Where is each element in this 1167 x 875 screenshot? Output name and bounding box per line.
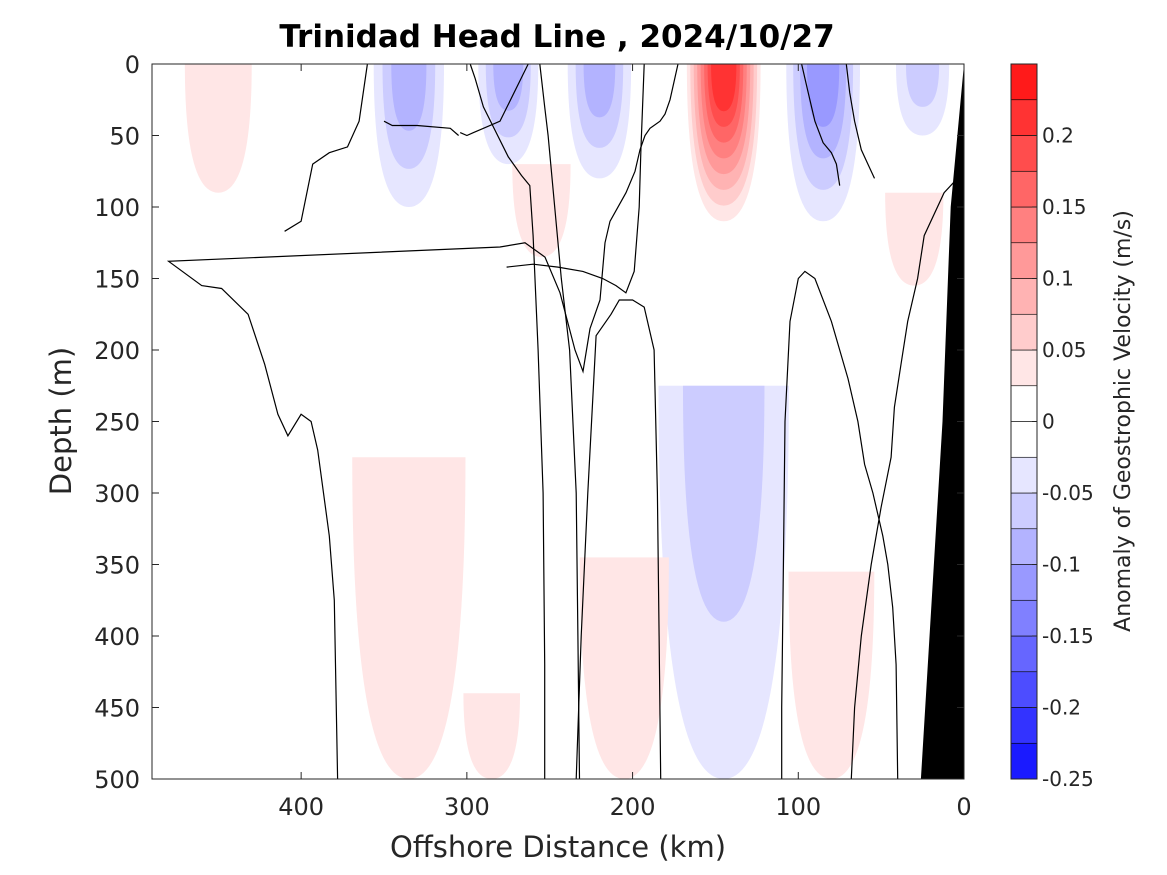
- zero-contour-11: [845, 63, 876, 179]
- colorbar: -0.25 -0.2 -0.15 -0.1 -0.05 0 0.05 0.1 0.15 0.2: [1010, 63, 1094, 791]
- y-tick-label: 500: [94, 766, 140, 794]
- y-tick-label: 200: [94, 337, 140, 365]
- colorbar-tick-label: -0.2: [1042, 696, 1081, 720]
- colorbar-tick-label: -0.1: [1042, 553, 1081, 577]
- colorbar-tick-label: -0.05: [1042, 481, 1094, 505]
- y-tick-label: 100: [94, 194, 140, 222]
- chart-title: Trinidad Head Line , 2024/10/27: [279, 19, 834, 55]
- colorbar-cell: [1010, 170, 1038, 208]
- colorbar-cell: [1010, 278, 1038, 315]
- x-tick-label: 200: [610, 793, 656, 821]
- colorbar-tick-label: -0.25: [1042, 767, 1094, 791]
- y-axis-label: Depth (m): [44, 347, 78, 495]
- colorbar-cell: [1010, 492, 1038, 530]
- colorbar-cell: [1010, 564, 1038, 601]
- anomaly-patch-13-level-0: [885, 192, 944, 286]
- x-axis-ticks: 400 300 200 100 0: [278, 64, 972, 821]
- colorbar-tick-label: 0.05: [1042, 338, 1087, 362]
- anomaly-patch-0-level-7: [711, 64, 737, 112]
- colorbar-label: Anomaly of Geostrophic Velocity (m/s): [1111, 210, 1136, 632]
- colorbar-tick-label: 0.15: [1042, 195, 1087, 219]
- colorbar-tick-label: 0.1: [1042, 267, 1074, 291]
- colorbar-cell: [1010, 599, 1038, 637]
- zero-contour-9: [850, 170, 965, 780]
- x-tick-label: 100: [775, 793, 821, 821]
- colorbar-tick-label: -0.15: [1042, 624, 1094, 648]
- colorbar-cell: [1010, 671, 1038, 708]
- anomaly-patch-3-level-2: [583, 64, 616, 118]
- anomaly-patch-1-level-2: [391, 64, 427, 131]
- y-axis-ticks: 0 50 100 150 200 250 300 350 400 450 500: [94, 51, 964, 794]
- colorbar-cell: [1010, 99, 1038, 136]
- anomaly-patch-6-level-1: [682, 385, 765, 622]
- anomaly-patch-5-level-1: [905, 64, 940, 107]
- y-tick-label: 0: [125, 51, 140, 79]
- colorbar-cell: [1010, 421, 1038, 458]
- colorbar-cell: [1010, 707, 1038, 744]
- colorbar-cell: [1010, 349, 1038, 387]
- zero-contour-2: [383, 120, 459, 136]
- y-tick-label: 150: [94, 266, 140, 294]
- anomaly-patch-9-level-0: [579, 557, 669, 779]
- colorbar-tick-label: 0: [1042, 410, 1055, 434]
- colorbar-ticks: -0.25 -0.2 -0.15 -0.1 -0.05 0 0.05 0.1 0.15 0.2: [1032, 124, 1094, 791]
- zero-contour-6: [575, 299, 662, 780]
- colorbar-cells: [1010, 63, 1038, 780]
- colorbar-cell: [1010, 456, 1038, 494]
- colorbar-cell: [1010, 206, 1038, 244]
- colorbar-cell: [1010, 242, 1038, 279]
- x-tick-label: 300: [444, 793, 490, 821]
- y-tick-label: 400: [94, 623, 140, 651]
- zero-contour-0: [284, 63, 368, 232]
- y-tick-label: 300: [94, 480, 140, 508]
- anomaly-patch-10-level-0: [788, 571, 875, 779]
- x-tick-label: 400: [278, 793, 324, 821]
- x-tick-label: 0: [956, 793, 971, 821]
- y-tick-label: 250: [94, 409, 140, 437]
- zero-contour-lines: [166, 63, 965, 780]
- colorbar-cell: [1010, 528, 1038, 565]
- anomaly-patch-7-level-0: [184, 64, 252, 193]
- bathymetry-seafloor: [920, 64, 964, 779]
- anomaly-patch-4-level-3: [807, 64, 840, 127]
- colorbar-cell: [1010, 385, 1038, 422]
- zero-contour-3: [166, 63, 679, 780]
- anomaly-patch-12-level-0: [512, 164, 571, 258]
- colorbar-cell: [1010, 635, 1038, 673]
- y-tick-label: 350: [94, 552, 140, 580]
- zero-contour-5: [539, 63, 581, 780]
- anomaly-patch-11-level-0: [463, 693, 521, 779]
- colorbar-cell: [1010, 742, 1038, 780]
- y-tick-label: 50: [109, 123, 140, 151]
- colorbar-cell: [1010, 135, 1038, 172]
- y-tick-label: 450: [94, 695, 140, 723]
- anomaly-patch-2-level-2: [493, 64, 524, 111]
- zero-contour-8: [781, 270, 899, 780]
- zero-contour-10: [801, 63, 841, 186]
- plot-area: 400 300 200 100 0 0 50 100 150 200 250 300 350 400 45…: [94, 51, 971, 821]
- zero-contour-4: [469, 63, 546, 779]
- anomaly-patch-8-level-0: [352, 457, 466, 779]
- zero-contour-1: [459, 63, 529, 137]
- zero-contour-7: [506, 63, 645, 294]
- colorbar-cell: [1010, 313, 1038, 351]
- velocity-anomaly-fills: [184, 64, 950, 779]
- x-axis-label: Offshore Distance (km): [390, 830, 726, 864]
- colorbar-cell: [1010, 63, 1038, 101]
- colorbar-tick-label: 0.2: [1042, 124, 1074, 148]
